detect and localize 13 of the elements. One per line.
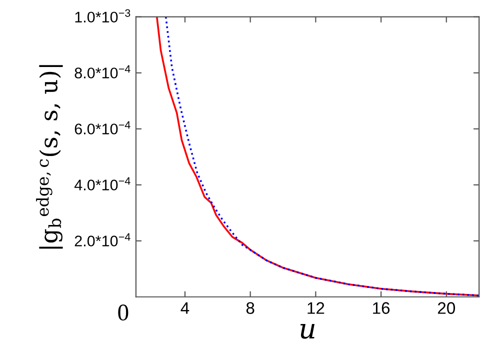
y-axis-title: |g$_{b}$$^{edge,c}$(s, s, u)| <box>36 65 63 249</box>
text: 0 <box>118 304 128 320</box>
x-tick-label: 4 <box>180 302 190 314</box>
y-tick-label: 2.0*10$^{−4}$ <box>74 233 130 246</box>
y-tick-label: 8.0*10$^{−4}$ <box>74 65 130 78</box>
x-tick-label: 8 <box>246 302 254 314</box>
x-tick-label: 12 <box>308 302 324 314</box>
x-axis-title: u <box>300 324 315 339</box>
y-tick-label: 6.0*10$^{−4}$ <box>74 121 130 134</box>
y-tick-label: 4.0*10$^{−4}$ <box>74 177 130 190</box>
x-tick-label: 20 <box>438 302 456 314</box>
y-tick-label: 1.0*10$^{−3}$ <box>75 9 130 23</box>
x-tick-label: 16 <box>373 302 390 314</box>
